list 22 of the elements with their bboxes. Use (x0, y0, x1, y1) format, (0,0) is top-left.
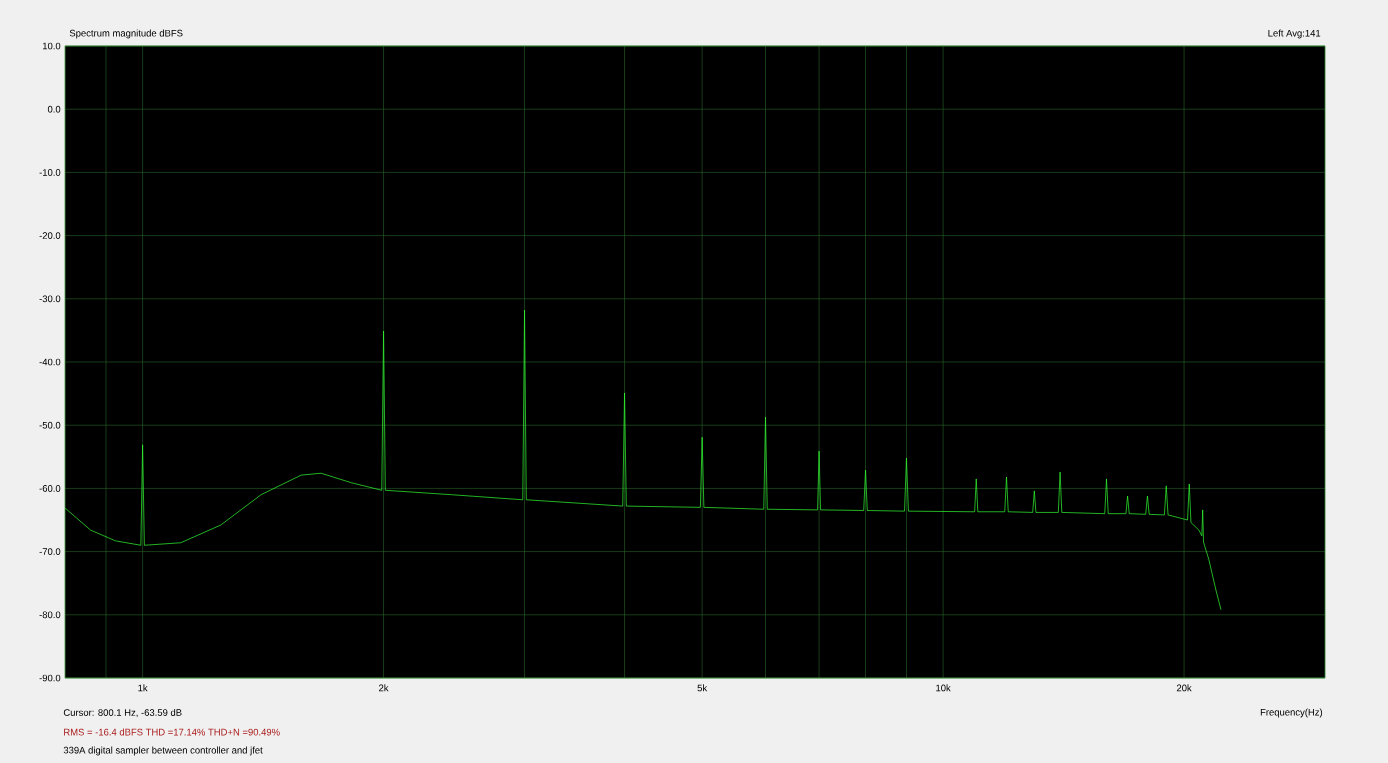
y-tick-label: -40.0 (39, 358, 61, 366)
text: Left Avg:141 (1268, 29, 1321, 39)
x-tick-label: 1k (138, 684, 148, 692)
x-tick-label: 5k (697, 684, 708, 692)
y-tick-label: 10.0 (42, 42, 61, 50)
x-tick-label: 10k (936, 684, 951, 692)
x-tick-label: 2k (379, 684, 389, 692)
text: 339A digital sampler between controller and jfet (63, 746, 263, 756)
y-tick-label: -80.0 (39, 611, 61, 619)
x-axis-title: Frequency(Hz) (1260, 708, 1323, 718)
y-tick-label: -10.0 (39, 169, 61, 176)
chart-title: Spectrum magnitude dBFS (69, 29, 183, 39)
y-tick-label: -60.0 (39, 485, 61, 492)
y-tick-label: -30.0 (39, 295, 61, 303)
text: Cursor: 800.1 Hz, -63.59 dB (63, 708, 182, 718)
y-tick-label: -20.0 (39, 232, 61, 239)
y-tick-label: -50.0 (39, 421, 61, 429)
y-tick-label: -90.0 (39, 674, 61, 682)
text: RMS = -16.4 dBFS THD =17.14% THD+N =90.49% (64, 728, 280, 736)
y-tick-label: 0.0 (47, 105, 61, 113)
x-tick-label: 20k (1176, 684, 1192, 692)
y-tick-label: -70.0 (39, 548, 61, 555)
